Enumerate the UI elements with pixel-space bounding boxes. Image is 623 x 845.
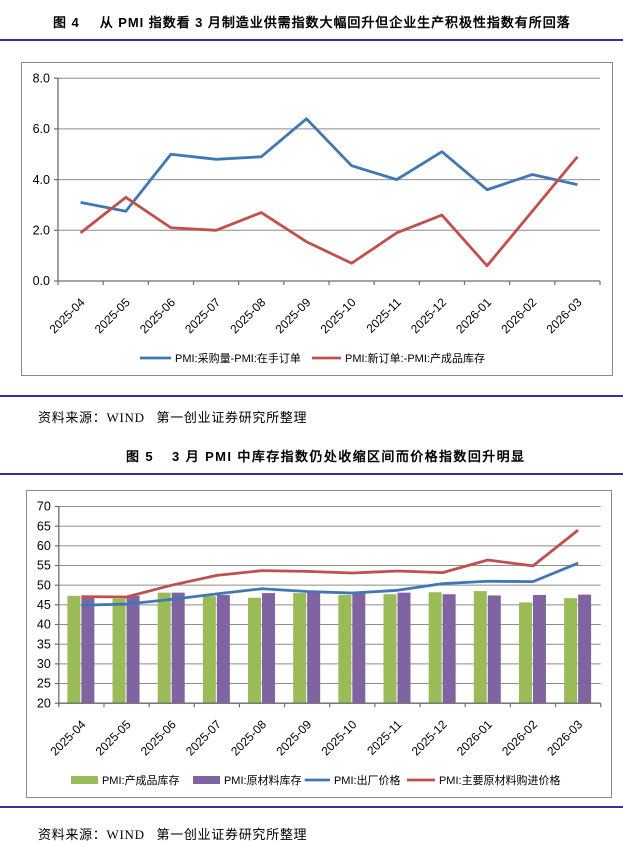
svg-text:2025-05: 2025-05 xyxy=(93,717,134,758)
svg-text:20: 20 xyxy=(37,696,51,710)
svg-text:2025-08: 2025-08 xyxy=(228,717,269,758)
svg-text:45: 45 xyxy=(37,598,51,612)
svg-text:0.0: 0.0 xyxy=(33,274,50,288)
svg-text:2025-06: 2025-06 xyxy=(137,295,178,336)
svg-text:2026-03: 2026-03 xyxy=(544,717,585,758)
svg-text:2026-02: 2026-02 xyxy=(499,717,540,758)
svg-text:70: 70 xyxy=(37,500,51,514)
svg-text:35: 35 xyxy=(37,637,51,651)
svg-text:50: 50 xyxy=(37,578,51,592)
svg-text:25: 25 xyxy=(37,677,51,691)
svg-text:2025-06: 2025-06 xyxy=(138,717,179,758)
svg-text:2.0: 2.0 xyxy=(33,224,50,238)
svg-text:2025-09: 2025-09 xyxy=(272,295,313,336)
svg-text:2025-12: 2025-12 xyxy=(408,295,449,336)
svg-text:PMI:采购量-PMI:在手订单: PMI:采购量-PMI:在手订单 xyxy=(175,351,301,365)
svg-text:60: 60 xyxy=(37,539,51,553)
svg-text:2025-10: 2025-10 xyxy=(318,717,359,758)
svg-text:4.0: 4.0 xyxy=(33,173,50,187)
svg-text:2025-11: 2025-11 xyxy=(364,717,405,758)
svg-text:2026-02: 2026-02 xyxy=(498,295,539,336)
svg-text:6.0: 6.0 xyxy=(33,122,50,136)
svg-text:55: 55 xyxy=(37,559,51,573)
svg-text:2025-08: 2025-08 xyxy=(227,295,268,336)
svg-text:2025-12: 2025-12 xyxy=(409,717,450,758)
svg-text:8.0: 8.0 xyxy=(33,71,50,85)
svg-text:30: 30 xyxy=(37,657,51,671)
svg-text:2026-03: 2026-03 xyxy=(543,295,584,336)
svg-text:2026-01: 2026-01 xyxy=(453,295,494,336)
svg-text:2025-05: 2025-05 xyxy=(92,295,133,336)
svg-text:PMI:产成品库存: PMI:产成品库存 xyxy=(102,773,180,787)
svg-text:2025-04: 2025-04 xyxy=(47,295,88,336)
svg-text:PMI:主要原材料购进价格: PMI:主要原材料购进价格 xyxy=(439,773,560,787)
svg-text:40: 40 xyxy=(37,618,51,632)
svg-text:PMI:出厂价格: PMI:出厂价格 xyxy=(334,773,401,787)
svg-text:PMI:新订单:-PMI:产成品库存: PMI:新订单:-PMI:产成品库存 xyxy=(345,351,485,365)
svg-text:PMI:原材料库存: PMI:原材料库存 xyxy=(224,773,302,787)
svg-text:2025-09: 2025-09 xyxy=(273,717,314,758)
svg-text:2026-01: 2026-01 xyxy=(454,717,495,758)
svg-text:2025-07: 2025-07 xyxy=(182,295,223,336)
svg-text:2025-04: 2025-04 xyxy=(47,717,88,758)
svg-text:2025-10: 2025-10 xyxy=(318,295,359,336)
svg-text:65: 65 xyxy=(37,519,51,533)
svg-text:2025-07: 2025-07 xyxy=(183,717,224,758)
svg-text:2025-11: 2025-11 xyxy=(363,295,404,336)
